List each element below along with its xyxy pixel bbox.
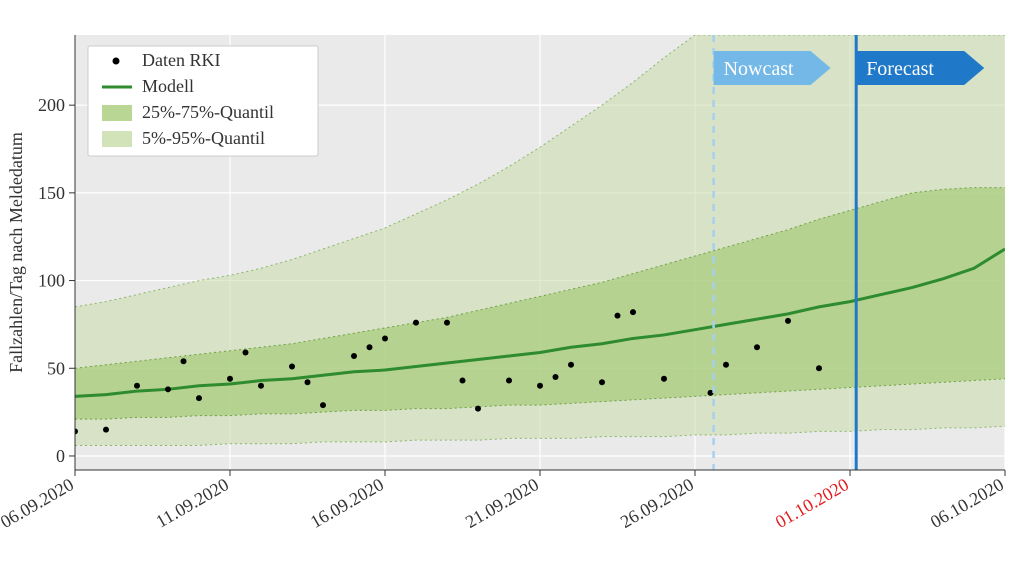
data-point [181, 358, 187, 364]
data-point [413, 320, 419, 326]
legend-label: Modell [142, 76, 194, 96]
y-tick-label: 200 [38, 95, 65, 115]
data-point [537, 383, 543, 389]
forecast-label: Forecast [866, 58, 934, 80]
data-point [227, 376, 233, 382]
legend-label: 25%-75%-Quantil [142, 102, 274, 122]
data-point [305, 379, 311, 385]
x-tick-label: 26.09.2020 [617, 474, 697, 532]
data-point [103, 427, 109, 433]
data-point [785, 318, 791, 324]
x-tick-label: 06.09.2020 [0, 474, 77, 532]
data-point [320, 402, 326, 408]
legend-marker [102, 131, 132, 147]
data-point [367, 344, 373, 350]
data-point [196, 395, 202, 401]
data-point [615, 313, 621, 319]
x-tick-label: 11.09.2020 [152, 474, 232, 531]
x-tick-label: 01.10.2020 [772, 474, 852, 532]
x-tick-label: 21.09.2020 [462, 474, 542, 532]
legend-marker [102, 105, 132, 121]
data-point [816, 365, 822, 371]
chart-svg: Nowcast Forecast 0 50 100 150 200 06.09.2020 11.… [0, 0, 1024, 576]
data-point [754, 344, 760, 350]
data-point [475, 406, 481, 412]
chart-container: Nowcast Forecast 0 50 100 150 200 06.09.2020 11.… [0, 0, 1024, 576]
y-axis-label: Fallzahlen/Tag nach Meldedatum [6, 132, 26, 373]
data-point [599, 379, 605, 385]
data-point [630, 309, 636, 315]
x-tick-label: 16.09.2020 [307, 474, 387, 532]
data-point [553, 374, 559, 380]
data-point [134, 383, 140, 389]
y-tick-label: 0 [56, 446, 65, 466]
data-point [723, 362, 729, 368]
legend-marker [113, 58, 120, 65]
y-tick-label: 50 [47, 358, 65, 378]
y-tick-label: 150 [38, 183, 65, 203]
data-point [506, 378, 512, 384]
data-point [460, 378, 466, 384]
legend-label: 5%-95%-Quantil [142, 128, 265, 148]
x-tick-label: 06.10.2020 [927, 474, 1007, 532]
data-point [568, 362, 574, 368]
data-point [661, 376, 667, 382]
legend-label: Daten RKI [142, 50, 220, 70]
data-point [243, 349, 249, 355]
y-tick-label: 100 [38, 271, 65, 291]
data-point [444, 320, 450, 326]
data-point [165, 386, 171, 392]
data-point [351, 353, 357, 359]
data-point [289, 364, 295, 370]
data-point [258, 383, 264, 389]
data-point [382, 335, 388, 341]
nowcast-label: Nowcast [724, 58, 794, 80]
